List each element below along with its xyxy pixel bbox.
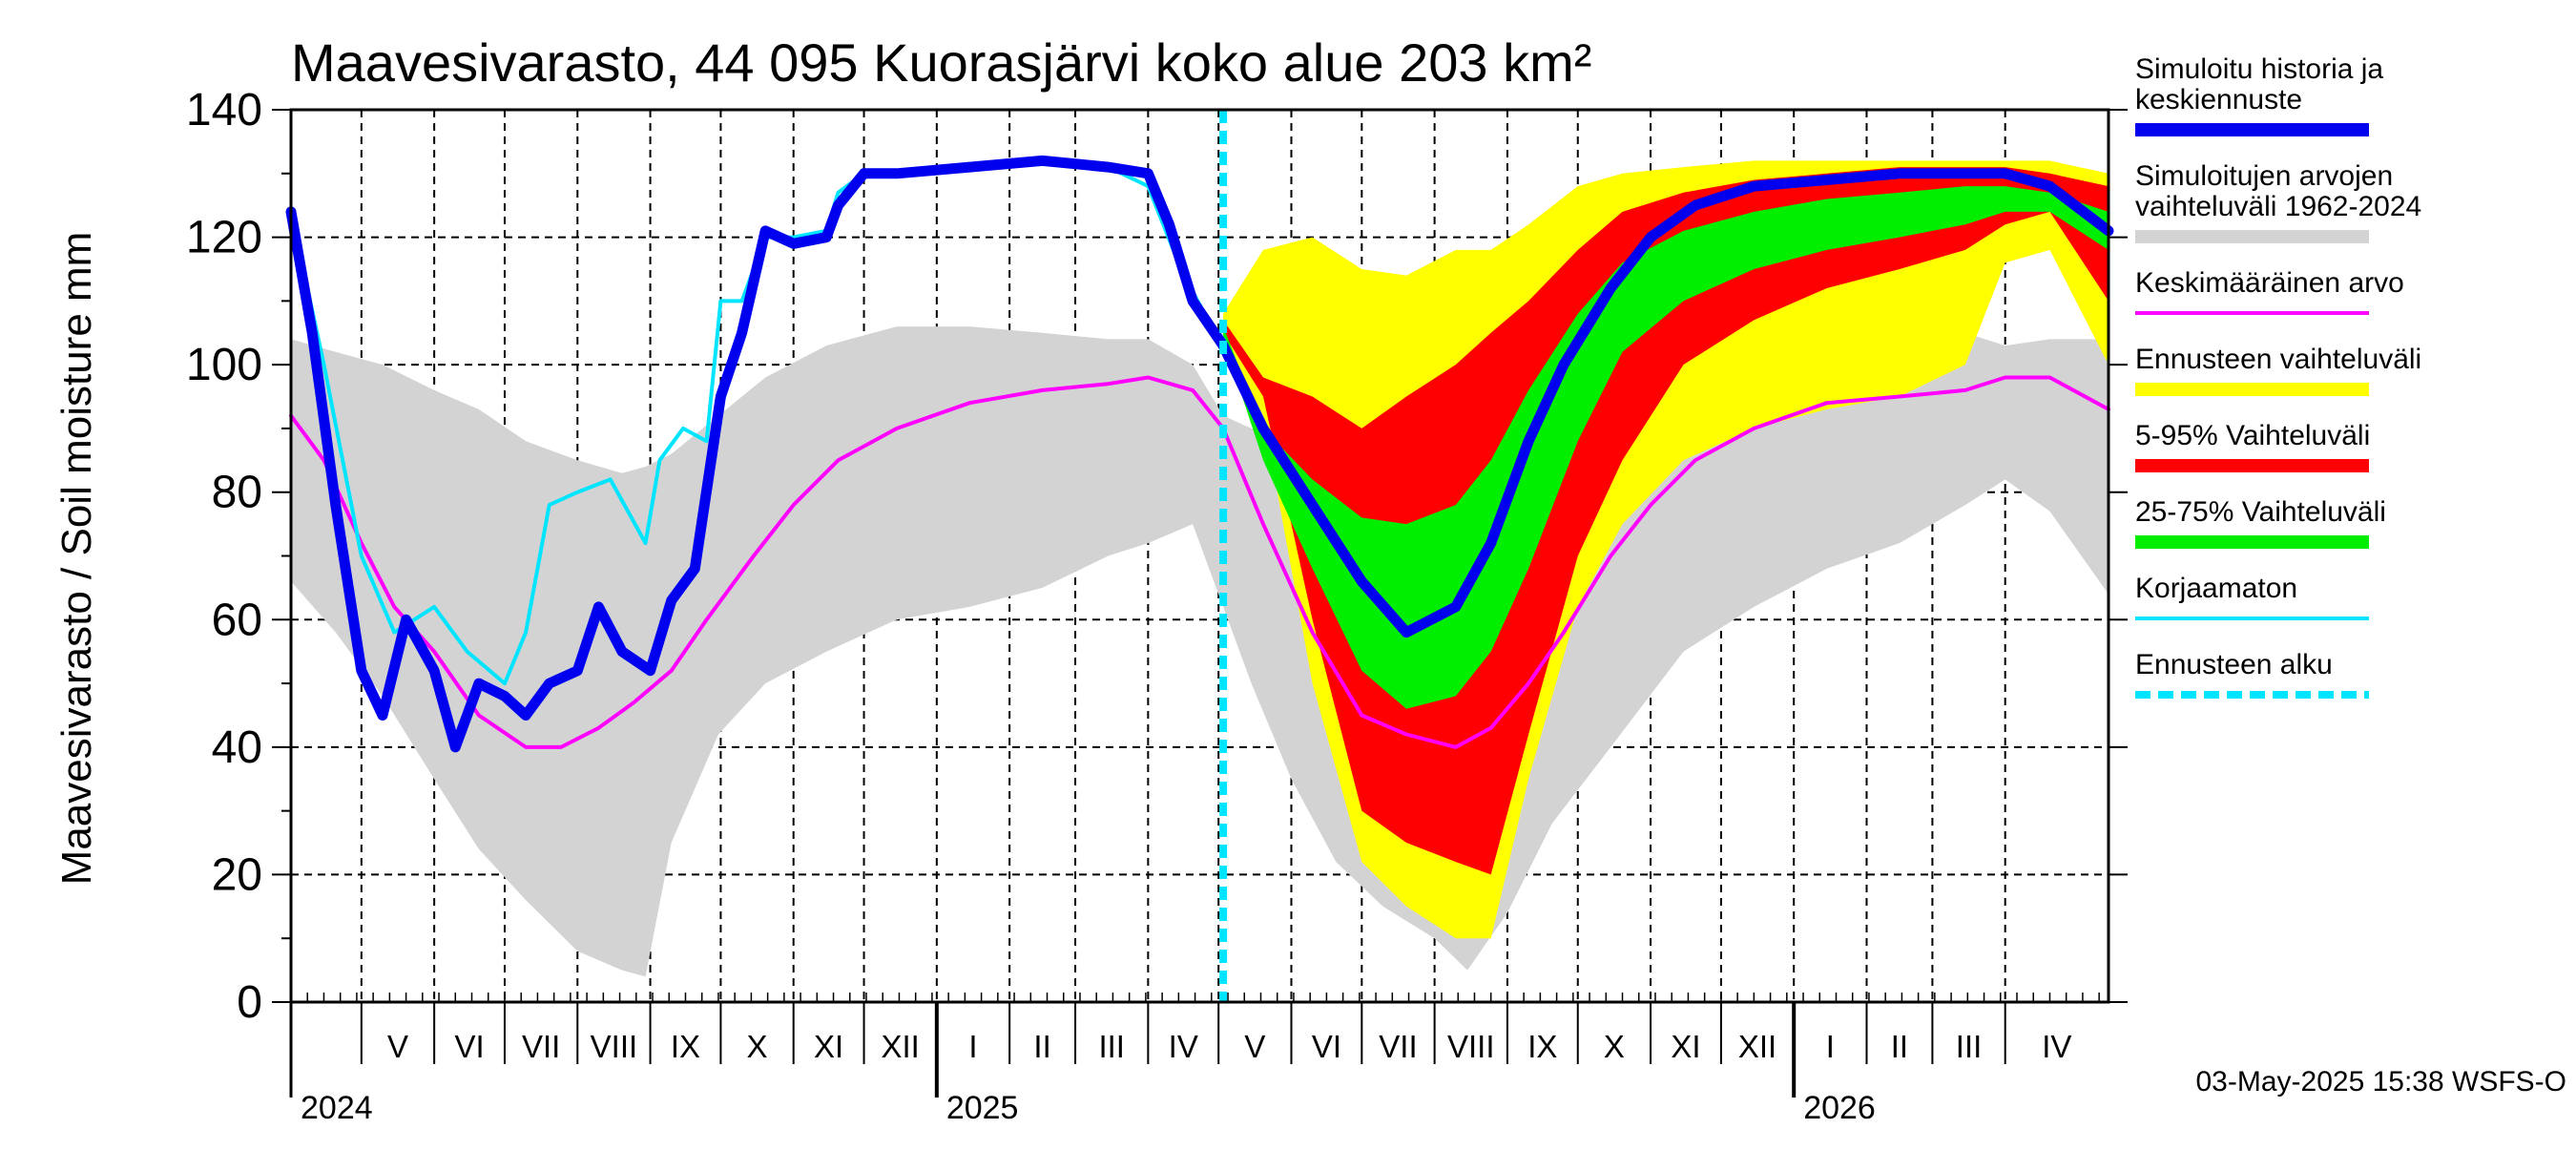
legend-item: Simuloitu historia ja keskiennuste — [2135, 53, 2383, 136]
month-label: II — [1891, 1029, 1908, 1064]
month-label: VIII — [1447, 1029, 1495, 1064]
legend-label: Simuloitujen arvojen vaihteluväli 1962-20… — [2135, 160, 2421, 222]
month-label: VI — [1312, 1029, 1341, 1064]
month-label: II — [1033, 1029, 1050, 1064]
month-label: I — [1826, 1029, 1835, 1064]
year-label: 2024 — [301, 1090, 373, 1126]
y-tick-label: 20 — [212, 849, 262, 900]
month-label: IV — [2042, 1029, 2071, 1064]
legend-label: 5-95% Vaihteluväli — [2135, 420, 2370, 451]
simulated-history-line — [285, 155, 2114, 753]
month-label: I — [968, 1029, 977, 1064]
month-label: V — [387, 1029, 408, 1064]
line-layer — [285, 110, 2114, 1002]
month-label: IX — [671, 1029, 700, 1064]
legend-item: Korjaamaton — [2135, 573, 2369, 620]
month-label: III — [1098, 1029, 1125, 1064]
legend-item: Simuloitujen arvojen vaihteluväli 1962-20… — [2135, 160, 2421, 243]
year-label: 2025 — [946, 1090, 1019, 1126]
month-label: III — [1956, 1029, 1983, 1064]
legend-item: 25-75% Vaihteluväli — [2135, 496, 2386, 549]
legend-item: Ennusteen vaihteluväli — [2135, 344, 2421, 396]
legend-label: Korjaamaton — [2135, 573, 2297, 604]
legend-label: Ennusteen alku — [2135, 649, 2333, 680]
month-label: X — [747, 1029, 768, 1064]
legend-item: Ennusteen alku — [2135, 649, 2369, 699]
legend-item: Keskimääräinen arvo — [2135, 267, 2404, 315]
p25-75-band — [1223, 186, 2109, 709]
plot-frame — [289, 108, 2110, 1004]
month-label: XI — [814, 1029, 843, 1064]
month-label: V — [1244, 1029, 1265, 1064]
y-tick-label: 80 — [212, 468, 262, 518]
legend-label: 25-75% Vaihteluväli — [2135, 496, 2386, 528]
month-label: VII — [522, 1029, 560, 1064]
legend-label: Simuloitu historia ja keskiennuste — [2135, 53, 2383, 115]
legend-label: Ennusteen vaihteluväli — [2135, 344, 2421, 375]
month-label: XII — [1738, 1029, 1776, 1064]
month-label: X — [1604, 1029, 1625, 1064]
month-label: IV — [1169, 1029, 1198, 1064]
y-tick-label: 140 — [186, 85, 262, 136]
y-tick-label: 40 — [212, 722, 262, 773]
year-label: 2026 — [1803, 1090, 1876, 1126]
legend-label: Keskimääräinen arvo — [2135, 267, 2404, 299]
month-label: XI — [1671, 1029, 1700, 1064]
y-tick-label: 100 — [186, 340, 262, 390]
month-label: VI — [454, 1029, 484, 1064]
y-tick-label: 120 — [186, 213, 262, 263]
month-label: IX — [1527, 1029, 1557, 1064]
month-label: VII — [1379, 1029, 1417, 1064]
legend: Simuloitu historia ja keskiennuste Simuloi… — [2135, 53, 2421, 699]
y-tick-label: 60 — [212, 595, 262, 645]
footer-timestamp: 03-May-2025 15:38 WSFS-O — [2196, 1066, 2567, 1098]
month-label: VIII — [591, 1029, 638, 1064]
month-label: XII — [882, 1029, 920, 1064]
y-tick-label: 0 — [237, 977, 262, 1028]
chart-title: Maavesivarasto, 44 095 Kuorasjärvi koko … — [291, 32, 1591, 93]
legend-item: 5-95% Vaihteluväli — [2135, 420, 2370, 472]
y-axis-label: Maavesivarasto / Soil moisture mm — [53, 232, 100, 886]
mean-value-line — [289, 375, 2110, 749]
